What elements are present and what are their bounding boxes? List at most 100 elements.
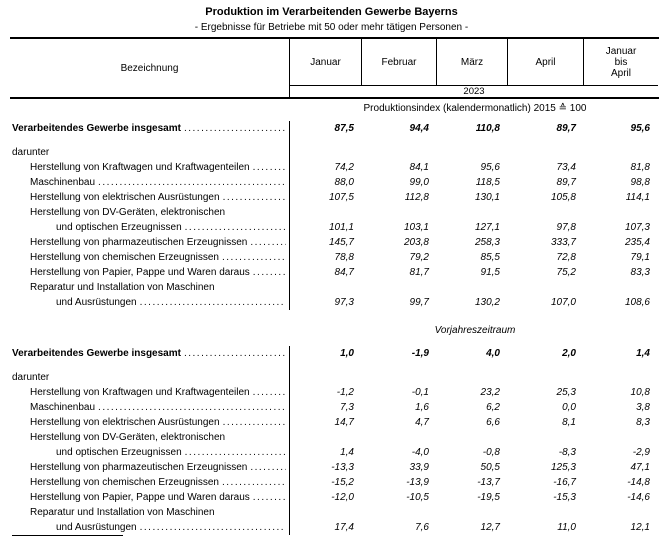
row-label-text: Herstellung von elektrischen Ausrüstunge… [30,417,220,428]
row-value: 105,8 [550,192,576,203]
dot-leader [250,237,286,248]
spacer-row [10,136,659,145]
row-value: 85,5 [480,252,500,263]
row-label: und optischen Erzeugnissen [10,220,290,235]
row-value: -19,5 [477,492,500,503]
dot-leader [140,522,286,533]
row-value: 130,1 [474,192,500,203]
row-label-text: Herstellung von Papier, Pappe und Waren … [30,267,250,278]
row-value: -10,5 [406,492,429,503]
row-value: 17,4 [334,522,354,533]
dot-leader [222,252,286,263]
bottom-rule [12,535,123,536]
row-value: 79,2 [409,252,429,263]
row-value: 33,9 [409,462,429,473]
row-value: 91,5 [480,267,500,278]
table-row: und Ausrüstungen 97,3 99,7 130,2 107,0 108,6 [10,295,659,310]
column-header-maerz: März [437,39,508,85]
row-value: -12,0 [331,492,354,503]
row-value: 88,0 [334,177,354,188]
row-label: Verarbeitendes Gewerbe insgesamt [10,346,290,361]
row-value: 97,3 [334,297,354,308]
row-value: 98,8 [630,177,650,188]
row-value: 2,0 [562,348,576,359]
section-label-vorjahreszeitraum: Vorjahreszeitraum [434,325,516,336]
row-value: 7,6 [415,522,429,533]
row-value: 8,3 [636,417,650,428]
row-value: 1,0 [340,348,354,359]
table-row: Reparatur und Installation von Maschinen [10,505,659,520]
row-value: -4,0 [411,447,429,458]
row-label: und optischen Erzeugnissen [10,445,290,460]
row-value: 1,6 [415,402,429,413]
row-value: 75,2 [556,267,576,278]
table-row: Herstellung von DV-Geräten, elektronisch… [10,430,659,445]
row-label-text: darunter [12,147,50,158]
row-value: 145,7 [328,237,354,248]
row-label [10,361,290,370]
column-header-april: April [508,39,584,85]
row-label-text: Herstellung von pharmazeutischen Erzeugn… [30,237,248,248]
row-value: 0,0 [562,402,576,413]
dot-leader [98,177,286,188]
row-value: -0,1 [411,387,429,398]
row-value: 89,7 [556,123,576,134]
section-produktionsindex: Verarbeitendes Gewerbe insgesamt 87,5 94,4… [10,121,659,310]
year-header: 2023 [463,86,485,97]
row-label-text: Maschinenbau [30,177,96,188]
row-value: -0,8 [482,447,500,458]
row-value: 12,7 [480,522,500,533]
row-label-text: Reparatur und Installation von Maschinen [30,282,215,293]
row-label-text: Reparatur und Installation von Maschinen [30,507,215,518]
row-value: 1,4 [636,348,650,359]
row-value: 1,4 [340,447,354,458]
row-value: -13,3 [331,462,354,473]
row-value: 235,4 [624,237,650,248]
row-label: darunter [10,145,290,160]
row-label: und Ausrüstungen [10,295,290,310]
row-value: 99,7 [409,297,429,308]
row-label-text: Herstellung von Kraftwagen und Kraftwage… [30,162,250,173]
row-label-text: Herstellung von Kraftwagen und Kraftwage… [30,387,250,398]
table-row: darunter [10,370,659,385]
row-label: Herstellung von chemischen Erzeugnissen [10,250,290,265]
table-row: und optischen Erzeugnissen 1,4 -4,0 -0,8 -8,… [10,445,659,460]
row-value: 95,6 [630,123,650,134]
table-row: Herstellung von Papier, Pappe und Waren … [10,265,659,280]
statistics-table: Bezeichnung Januar Februar März April Ja… [10,37,659,540]
row-value: 81,8 [630,162,650,173]
table-row: Herstellung von Kraftwagen und Kraftwage… [10,160,659,175]
row-label: Herstellung von DV-Geräten, elektronisch… [10,430,290,445]
dot-leader [253,492,286,503]
dot-leader [253,387,286,398]
column-header-februar: Februar [362,39,437,85]
row-label-text: und Ausrüstungen [56,297,137,308]
row-value: 94,4 [409,123,429,134]
row-label [10,136,290,145]
row-value: 101,1 [328,222,354,233]
row-value: -15,2 [331,477,354,488]
row-value: 83,3 [630,267,650,278]
row-label: Herstellung von Papier, Pappe und Waren … [10,490,290,505]
row-value: 107,3 [624,222,650,233]
table-row: Maschinenbau 88,0 99,0 118,5 89,7 98,8 [10,175,659,190]
row-value: 11,0 [557,522,576,533]
dot-leader [253,162,286,173]
row-value: 89,7 [556,177,576,188]
row-label: Herstellung von chemischen Erzeugnissen [10,475,290,490]
row-value: 6,6 [486,417,500,428]
column-header-januar-bis-april: Januar bis April [605,45,637,79]
column-header-bezeichnung: Bezeichnung [10,39,290,97]
row-value: 203,8 [403,237,429,248]
row-value: 103,1 [403,222,429,233]
row-value: 3,8 [636,402,650,413]
row-value: 95,6 [480,162,500,173]
table-row: Herstellung von Papier, Pappe und Waren … [10,490,659,505]
row-value: 130,2 [474,297,500,308]
row-value: 23,2 [480,387,500,398]
row-value: 7,3 [340,402,354,413]
row-value: 73,4 [556,162,576,173]
row-value: 125,3 [550,462,576,473]
table-row: Maschinenbau 7,3 1,6 6,2 0,0 3,8 [10,400,659,415]
row-value: 14,7 [334,417,354,428]
